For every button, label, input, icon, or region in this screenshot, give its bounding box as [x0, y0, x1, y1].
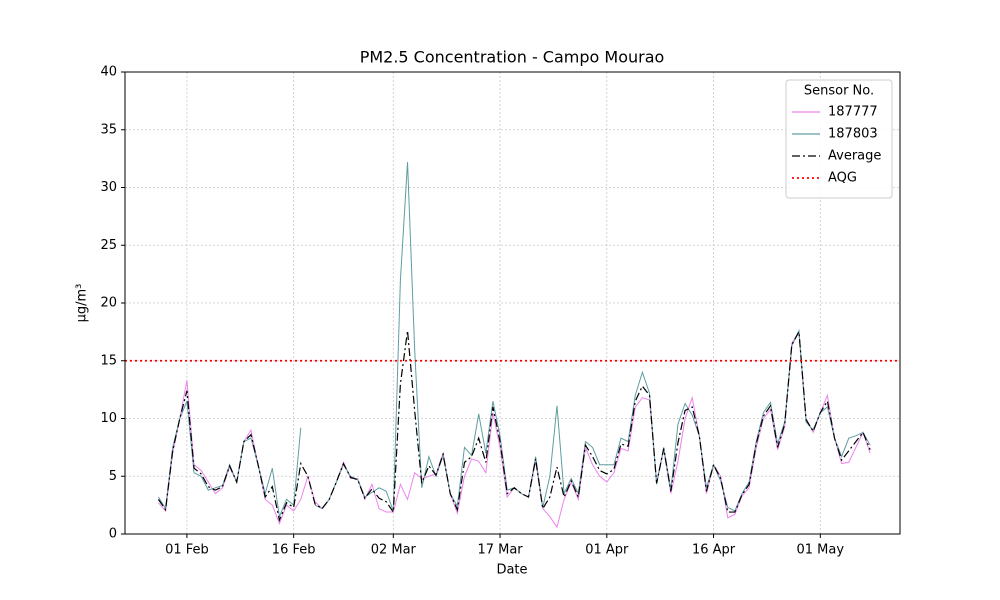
- plot-frame: [124, 71, 901, 535]
- legend-label: 187803: [828, 127, 878, 142]
- y-tick-label: 40: [100, 65, 117, 80]
- x-tick-label: 16 Feb: [272, 543, 316, 558]
- y-tick-label: 15: [100, 353, 117, 368]
- chart-title: PM2.5 Concentration - Campo Mourao: [360, 48, 665, 67]
- x-tick-label: 01 Feb: [165, 543, 209, 558]
- legend-box: [785, 79, 893, 199]
- y-tick-label: 25: [100, 238, 117, 253]
- x-tick-label: 02 Mar: [371, 543, 417, 558]
- x-axis-label: Date: [496, 563, 527, 578]
- legend-label: 187777: [828, 105, 878, 120]
- x-tick-label: 01 May: [797, 543, 845, 558]
- y-tick-label: 5: [109, 469, 117, 484]
- legend-label: Average: [828, 149, 881, 164]
- x-tick-label: 01 Apr: [585, 543, 629, 558]
- y-tick-label: 0: [109, 527, 117, 542]
- y-axis-label: μg/m³: [75, 284, 90, 323]
- legend-title: Sensor No.: [804, 84, 874, 99]
- y-tick-label: 10: [100, 411, 117, 426]
- y-tick-label: 20: [100, 296, 117, 311]
- x-tick-label: 17 Mar: [477, 543, 523, 558]
- legend-label: AQG: [828, 171, 857, 186]
- legend: Sensor No. 187777 187803 Average AQG: [785, 79, 893, 199]
- series-line: [157, 329, 871, 523]
- x-tick-label: 16 Apr: [692, 543, 736, 558]
- y-tick-label: 35: [100, 122, 117, 137]
- y-tick-label: 30: [100, 180, 117, 195]
- series-line: [314, 162, 871, 512]
